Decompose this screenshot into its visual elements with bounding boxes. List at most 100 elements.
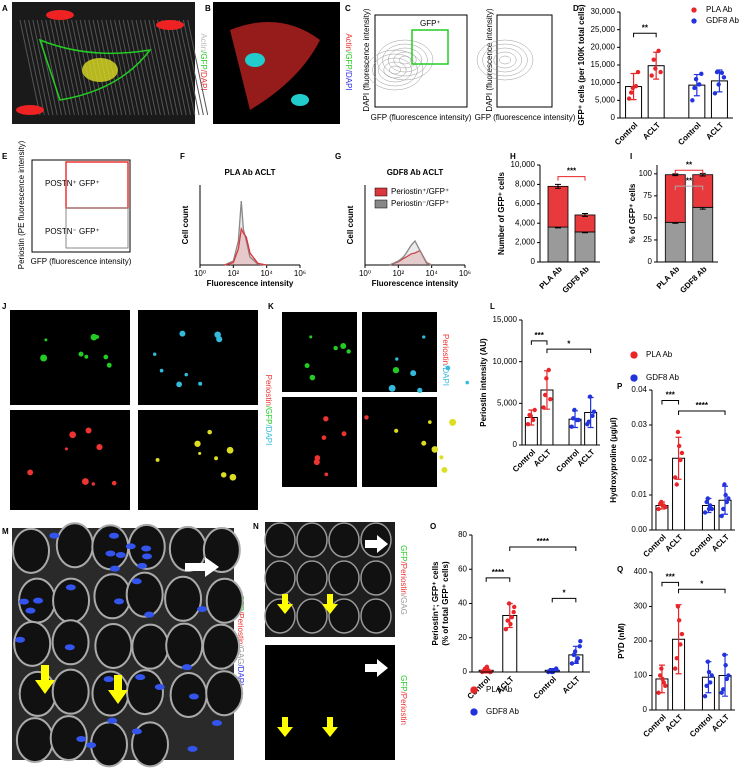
significance-label: **	[642, 23, 649, 32]
cell	[465, 380, 470, 385]
data-point	[714, 69, 720, 75]
image-label: GFP⁺	[420, 19, 441, 28]
data-point	[697, 82, 702, 87]
legend-label: Periostin⁺/GFP⁺	[391, 187, 449, 196]
x-tick-label: GDF8 Ab	[678, 264, 708, 294]
significance-bracket	[674, 185, 704, 191]
panel-letter: D	[573, 4, 579, 13]
image-label: Actin/GFP/DAPI	[344, 33, 353, 90]
y-axis-label: % of GFP⁺ cells	[628, 183, 637, 243]
data-point	[702, 510, 708, 515]
cell	[198, 381, 203, 386]
micrograph	[265, 645, 395, 760]
bar-segment	[664, 174, 686, 223]
data-point	[724, 499, 730, 505]
y-tick-label: 100	[634, 671, 648, 680]
arrow	[108, 675, 128, 704]
data-point	[675, 429, 681, 435]
x-tick-label: PLA Ab	[538, 264, 564, 290]
y-axis-label: Cell count	[346, 205, 355, 244]
nucleus	[113, 598, 124, 605]
plot-frame	[496, 14, 553, 108]
myofiber	[94, 622, 133, 669]
gate	[65, 207, 129, 249]
image-label: DAPI (fluorescence intensity)	[485, 8, 494, 111]
nucleus	[109, 565, 120, 572]
image-label: GFP (fluorescence intensity)	[475, 113, 576, 122]
image-label-part: /GAG	[399, 595, 408, 615]
error-bar	[543, 370, 550, 410]
nucleus	[108, 532, 119, 539]
cell	[207, 429, 212, 435]
legend-label: PLA Ab	[646, 350, 673, 359]
nucleus	[15, 636, 26, 643]
y-tick-label: 10,000	[591, 78, 616, 87]
significance-label: ***	[666, 572, 676, 581]
chart-title: PLA Ab ACLT	[225, 168, 276, 177]
cell	[96, 444, 103, 451]
data-point	[678, 642, 683, 647]
error-bar	[572, 645, 579, 665]
nucleus	[141, 545, 152, 552]
cell	[220, 472, 227, 478]
significance-bracket	[551, 597, 577, 603]
nucleus	[107, 717, 118, 724]
data-point	[723, 662, 728, 668]
nucleus	[103, 676, 114, 683]
significance-bracket	[530, 340, 548, 345]
data-point	[709, 673, 714, 678]
fiber-stripe	[66, 19, 88, 116]
error-bar	[653, 51, 660, 80]
fiber-stripe	[41, 19, 62, 116]
significance-label: ***	[534, 331, 544, 340]
cell	[159, 368, 164, 373]
myofiber	[15, 717, 54, 764]
nucleus	[46, 10, 74, 20]
image-label: GFP (fluorescence intensity)	[371, 113, 472, 122]
panel-letter: M	[2, 527, 9, 536]
contour	[487, 47, 523, 73]
arrow	[365, 535, 388, 553]
nucleus	[125, 543, 136, 550]
significance-label: **	[686, 160, 693, 169]
data-point	[656, 506, 661, 512]
nucleus	[64, 644, 75, 651]
data-point	[692, 85, 697, 91]
x-tick-label: 10²	[393, 269, 405, 278]
y-tick-label: 80	[458, 530, 467, 539]
legend-label: GDF8 Ab	[706, 16, 739, 25]
cell	[153, 352, 157, 356]
image-label-part: /Periostin	[236, 611, 245, 644]
cell	[417, 387, 423, 393]
data-point	[690, 98, 695, 103]
data-point	[702, 694, 708, 699]
contour	[383, 61, 407, 79]
nucleus	[291, 94, 309, 106]
cell	[103, 354, 109, 360]
nucleus	[76, 736, 87, 743]
fiber-stripe	[53, 19, 75, 116]
data-point	[653, 66, 658, 71]
x-tick-label: ACLT	[561, 674, 582, 695]
cell	[40, 354, 48, 362]
data-point	[586, 419, 592, 424]
contour	[482, 43, 528, 77]
data-point	[659, 666, 664, 671]
legend-swatch	[374, 187, 388, 197]
data-point	[699, 71, 704, 77]
image-label: Actin/GFP/DAPI	[199, 33, 208, 90]
chart-title: GDF8 Ab ACLT	[387, 168, 444, 177]
nucleus	[18, 598, 29, 605]
panel-letter: K	[268, 302, 274, 311]
myofiber	[18, 670, 57, 717]
cell	[449, 418, 457, 426]
error-bar	[716, 69, 723, 93]
myofiber	[51, 668, 90, 715]
nucleus	[115, 552, 126, 559]
area	[389, 241, 432, 265]
nucleus	[211, 719, 222, 726]
x-tick-label: ACLT	[663, 532, 684, 553]
cell	[309, 335, 313, 339]
data-point	[590, 413, 595, 419]
data-point	[716, 82, 721, 87]
